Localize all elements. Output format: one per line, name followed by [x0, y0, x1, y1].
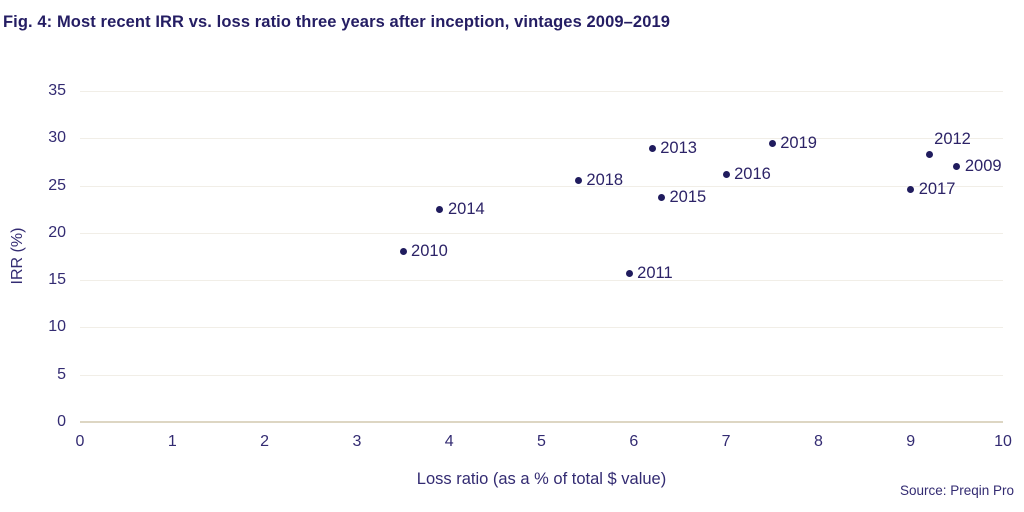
y-tick-label: 15	[48, 271, 66, 289]
x-tick-label: 6	[629, 433, 639, 450]
data-point-label-2018: 2018	[586, 171, 624, 190]
y-tick-label: 5	[57, 365, 66, 383]
y-tick-label: 25	[48, 176, 66, 194]
gridline-y-5	[80, 374, 1003, 376]
data-point-label-2012: 2012	[934, 130, 971, 149]
gridline-y-35	[80, 91, 1003, 92]
y-tick-label: 0	[57, 413, 66, 430]
source-note: Source: Preqin Pro	[899, 483, 1014, 498]
data-point-label-2010: 2010	[411, 242, 448, 261]
gridline-y-20	[80, 232, 1003, 234]
x-tick-label: 9	[906, 433, 916, 450]
data-point-2017	[907, 185, 915, 193]
y-tick-label: 30	[48, 129, 66, 147]
chart-title: Fig. 4: Most recent IRR vs. loss ratio t…	[3, 13, 671, 31]
gridline-y-25	[80, 185, 1003, 187]
data-point-2019	[768, 140, 776, 148]
y-tick-label: 20	[48, 223, 66, 241]
x-tick-label: 8	[813, 433, 823, 450]
x-tick-label: 5	[537, 433, 546, 450]
data-point-2012	[925, 150, 933, 158]
data-point-label-2016: 2016	[734, 164, 771, 183]
x-tick-label: 4	[444, 433, 454, 450]
gridline-y-0	[80, 421, 1003, 423]
data-point-2010	[399, 248, 407, 256]
data-point-label-2014: 2014	[447, 199, 485, 218]
y-tick-label: 35	[48, 82, 66, 99]
data-point-2016	[722, 170, 730, 178]
data-point-label-2011: 2011	[637, 264, 673, 283]
data-point-2014	[436, 205, 444, 213]
gridline-y-15	[80, 280, 1003, 282]
x-tick-label: 7	[721, 433, 731, 450]
x-tick-label: 2	[260, 433, 270, 450]
data-point-label-2013: 2013	[660, 139, 697, 158]
x-tick-label: 10	[994, 433, 1012, 450]
data-point-2011	[625, 270, 633, 278]
data-point-label-2015: 2015	[669, 188, 707, 207]
y-tick-label: 10	[48, 318, 66, 336]
x-tick-label: 0	[75, 433, 85, 450]
x-tick-label: 1	[167, 433, 177, 450]
data-point-label-2019: 2019	[780, 134, 817, 153]
y-axis-title: IRR (%)	[9, 227, 26, 285]
data-point-2018	[574, 177, 582, 185]
data-point-2009	[953, 163, 961, 171]
data-point-2015	[657, 194, 665, 202]
gridline-y-30	[80, 138, 1003, 140]
x-axis-title: Loss ratio (as a % of total $ value)	[416, 470, 667, 488]
data-point-label-2017: 2017	[918, 179, 956, 198]
x-tick-label: 3	[352, 433, 362, 450]
data-point-label-2009: 2009	[964, 157, 1002, 176]
gridline-y-10	[80, 327, 1003, 329]
data-point-2013	[648, 145, 656, 153]
